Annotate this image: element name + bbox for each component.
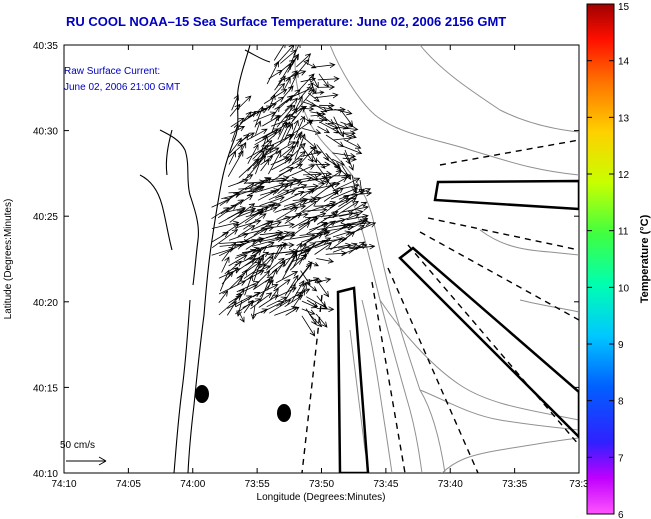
colorbar bbox=[586, 3, 615, 515]
y-axis-label: Latitude (Degrees:Minutes) bbox=[3, 199, 14, 320]
y-axis-ticks: 40:35 40:30 40:25 40:20 40:15 40:10 bbox=[33, 41, 579, 480]
colorbar-tick-label: 15 bbox=[618, 2, 630, 13]
colorbar-tick-label: 9 bbox=[618, 340, 624, 351]
x-tick-label: 73:45 bbox=[373, 479, 398, 490]
x-tick-label: 73:40 bbox=[438, 479, 463, 490]
colorbar-tick-label: 6 bbox=[618, 510, 624, 519]
y-tick-label: 40:10 bbox=[33, 469, 58, 480]
x-tick-label: 74:00 bbox=[180, 479, 205, 490]
x-tick-label: 73:50 bbox=[309, 479, 334, 490]
colorbar-tick-label: 8 bbox=[618, 397, 624, 408]
y-tick-label: 40:30 bbox=[33, 127, 58, 138]
x-tick-label: 74:05 bbox=[116, 479, 141, 490]
channel-outlines bbox=[336, 179, 579, 473]
x-tick-label: 74:10 bbox=[51, 479, 76, 490]
colorbar-tick-label: 13 bbox=[618, 113, 630, 124]
x-axis-label: Longitude (Degrees:Minutes) bbox=[257, 492, 386, 503]
coastline bbox=[139, 45, 271, 473]
y-tick-label: 40:15 bbox=[33, 383, 58, 394]
inset-line-1: Raw Surface Current: bbox=[64, 66, 160, 77]
scale-arrow bbox=[66, 456, 107, 466]
x-tick-label: 73:35 bbox=[502, 479, 527, 490]
scale-label: 50 cm/s bbox=[60, 440, 95, 451]
channel-dashed-lines bbox=[301, 139, 579, 473]
marker-point bbox=[195, 385, 209, 403]
colorbar-tick-label: 7 bbox=[618, 453, 624, 464]
inset-line-2: June 02, 2006 21:00 GMT bbox=[64, 82, 180, 93]
marker-point bbox=[277, 404, 291, 422]
x-axis-ticks: 74:10 74:05 74:00 73:55 73:50 73:45 73:40 73:35… bbox=[51, 45, 589, 490]
colorbar-label: Temperature (°C) bbox=[639, 214, 651, 303]
y-tick-label: 40:20 bbox=[33, 298, 58, 309]
colorbar-tick-label: 10 bbox=[618, 283, 630, 294]
current-vectors bbox=[211, 45, 377, 337]
colorbar-tick-label: 12 bbox=[618, 170, 630, 181]
colorbar-tick-label: 14 bbox=[618, 57, 630, 68]
colorbar-ticks: 15 14 13 12 11 10 9 8 7 6 bbox=[587, 2, 630, 519]
x-tick-label: 73:3 bbox=[569, 479, 589, 490]
y-tick-label: 40:25 bbox=[33, 212, 58, 223]
plot-frame bbox=[63, 44, 580, 474]
map-layers bbox=[139, 45, 579, 473]
y-tick-label: 40:35 bbox=[33, 41, 58, 52]
x-tick-label: 73:55 bbox=[245, 479, 270, 490]
colorbar-tick-label: 11 bbox=[618, 227, 629, 238]
